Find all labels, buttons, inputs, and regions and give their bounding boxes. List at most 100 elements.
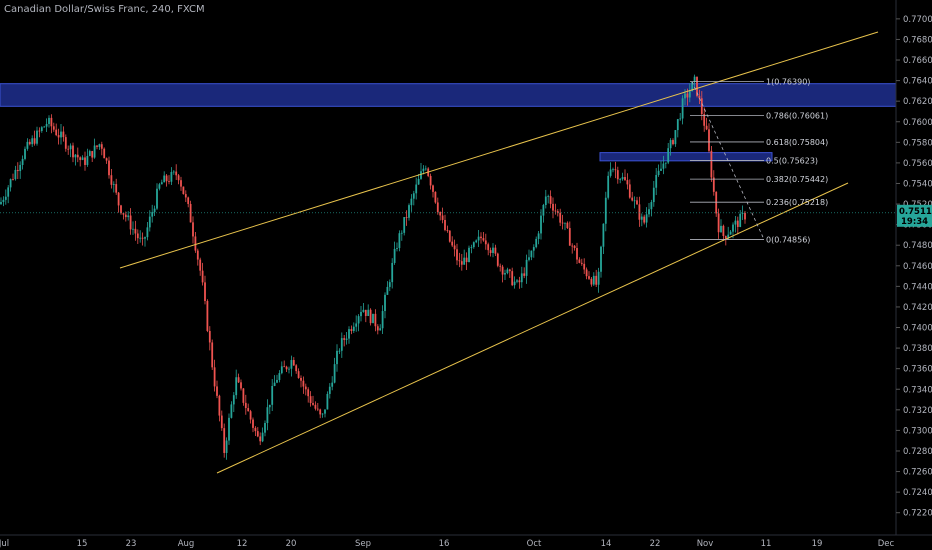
candle-body — [477, 236, 480, 241]
candle-body — [648, 209, 650, 215]
candle-body — [312, 403, 314, 405]
candle-body — [429, 175, 432, 186]
candle-body — [643, 216, 646, 223]
candle-body — [732, 224, 734, 232]
candle-body — [561, 222, 564, 224]
chart-title: Canadian Dollar/Swiss Franc, 240, FXCM — [4, 4, 205, 15]
candle-body — [494, 247, 497, 254]
candle-body — [292, 360, 295, 366]
candle-body — [729, 231, 732, 235]
fib-level-label: 0.382(0.75442) — [766, 175, 828, 184]
candle-body — [396, 248, 398, 249]
candle-body — [364, 309, 367, 316]
candle-body — [580, 262, 583, 264]
candle-body — [98, 144, 101, 147]
candle-body — [597, 271, 600, 285]
candle-body — [626, 180, 629, 185]
candle-body — [345, 338, 348, 340]
candle-body — [684, 93, 686, 99]
x-tick-label: Aug — [178, 539, 195, 549]
candle-body — [698, 95, 701, 99]
x-tick-label: 11 — [761, 539, 772, 549]
candle-body — [585, 269, 588, 277]
candle-body — [280, 366, 283, 374]
candle-body — [578, 259, 581, 263]
candle-body — [576, 248, 578, 260]
candle-body — [43, 126, 46, 128]
candle-body — [283, 366, 286, 368]
candle-body — [638, 204, 641, 220]
candle-body — [168, 181, 170, 182]
candle-body — [50, 117, 53, 127]
candle-body — [664, 162, 667, 164]
candle-body — [379, 328, 382, 331]
candle-body — [211, 342, 214, 368]
candle-body — [691, 81, 694, 92]
candle-body — [583, 263, 586, 270]
candle-body — [688, 91, 691, 98]
candle-body — [372, 313, 374, 324]
candle-body — [547, 196, 550, 197]
candle-body — [225, 440, 228, 453]
candle-body — [393, 248, 396, 263]
candle-body — [336, 350, 338, 365]
candle-body — [122, 213, 125, 215]
candle-body — [36, 130, 38, 144]
candle-body — [374, 313, 377, 327]
candle-body — [381, 311, 384, 329]
candle-body — [57, 135, 60, 138]
candle-body — [472, 242, 475, 248]
candle-body — [244, 402, 247, 409]
candle-body — [484, 240, 487, 245]
candle-body — [153, 208, 156, 213]
candle-body — [506, 269, 509, 274]
candle-body — [72, 145, 74, 158]
candle-body — [640, 216, 643, 220]
candle-body — [552, 203, 554, 211]
candle-body — [201, 270, 204, 283]
x-tick-label: 14 — [601, 539, 612, 549]
candle-body — [206, 301, 209, 331]
candle-body — [326, 393, 329, 410]
candle-body — [26, 141, 29, 149]
x-tick-label: 19 — [812, 539, 823, 549]
candle-body — [420, 171, 422, 179]
candle-body — [170, 172, 173, 182]
candle-body — [105, 158, 108, 161]
candle-body — [2, 199, 5, 203]
candle-body — [624, 177, 626, 181]
candle-body — [148, 216, 151, 228]
candle-body — [588, 276, 590, 279]
candle-body — [573, 245, 576, 249]
candle-body — [537, 233, 540, 239]
candle-body — [652, 187, 655, 203]
candle-body — [568, 228, 571, 246]
last-price-value: 0.75115 — [899, 207, 932, 217]
fib-level-label: 0.618(0.75804) — [766, 138, 828, 147]
candle-body — [513, 281, 516, 286]
candle-body — [458, 260, 461, 262]
candle-body — [235, 377, 238, 396]
candle-body — [391, 262, 394, 283]
candle-body — [218, 395, 221, 416]
candle-body — [187, 197, 190, 204]
candle-body — [177, 175, 180, 181]
candle-body — [436, 202, 439, 213]
candle-body — [516, 280, 518, 282]
candle-body — [110, 175, 113, 185]
candle-body — [717, 213, 720, 233]
candle-body — [120, 205, 122, 214]
candle-body — [103, 148, 106, 159]
candle-body — [74, 154, 77, 158]
candle-body — [180, 180, 182, 187]
candle-body — [460, 261, 463, 265]
candle-body — [540, 215, 542, 234]
candle-body — [600, 246, 602, 272]
candle-body — [151, 212, 154, 217]
